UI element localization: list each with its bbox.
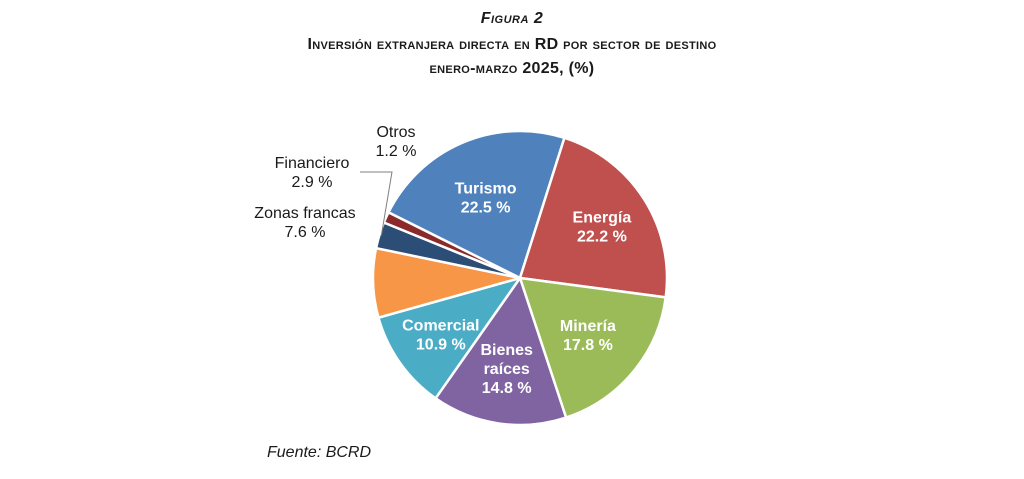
slice-category-label: Minería xyxy=(560,318,616,335)
slice-value-label: 1.2 % xyxy=(376,143,417,160)
slice-label-energia: Energía 22.2 % xyxy=(573,210,632,246)
slice-label-financiero: Financiero 2.9 % xyxy=(275,155,350,191)
slice-label-turismo: Turismo 22.5 % xyxy=(455,180,517,216)
figure-label: Figura 2 xyxy=(480,10,544,27)
slice-category-label: Comercial xyxy=(402,318,479,335)
slice-value-label: 10.9 % xyxy=(416,337,466,354)
pie-slice-bienes-raices xyxy=(434,276,568,427)
slice-label-otros: Otros 1.2 % xyxy=(376,124,417,160)
slice-label-bienes-raices: Bienes raíces 14.8 % xyxy=(480,342,533,397)
slice-category-label: raíces xyxy=(484,361,530,378)
slice-category-label: Energía xyxy=(573,210,632,227)
slice-category-label: Zonas francas xyxy=(254,205,355,222)
chart-title-line2: enero-marzo 2025, (%) xyxy=(429,60,595,77)
slice-value-label: 22.5 % xyxy=(461,199,511,216)
slice-value-label: 7.6 % xyxy=(285,224,326,241)
pie-slice-turismo xyxy=(387,129,566,280)
slice-label-mineria: Minería 17.8 % xyxy=(560,318,616,354)
slice-category-label: Bienes xyxy=(480,342,533,359)
pie-slice-energia xyxy=(518,136,669,299)
slice-label-zonas-francas: Zonas francas 7.6 % xyxy=(254,205,355,241)
slice-value-label: 2.9 % xyxy=(292,174,333,191)
pie-slice-mineria xyxy=(518,276,667,419)
slice-category-label: Financiero xyxy=(275,155,350,172)
slice-label-comercial: Comercial 10.9 % xyxy=(402,318,479,354)
slice-value-label: 22.2 % xyxy=(577,229,627,246)
slice-value-label: 14.8 % xyxy=(482,380,532,397)
slice-category-label: Turismo xyxy=(455,180,517,197)
slice-category-label: Otros xyxy=(376,124,415,141)
leader-line-financiero xyxy=(360,171,393,236)
source-note: Fuente: BCRD xyxy=(267,444,372,461)
chart-title-line1: Inversión extranjera directa en RD por s… xyxy=(307,36,717,53)
slice-value-label: 17.8 % xyxy=(563,337,613,354)
